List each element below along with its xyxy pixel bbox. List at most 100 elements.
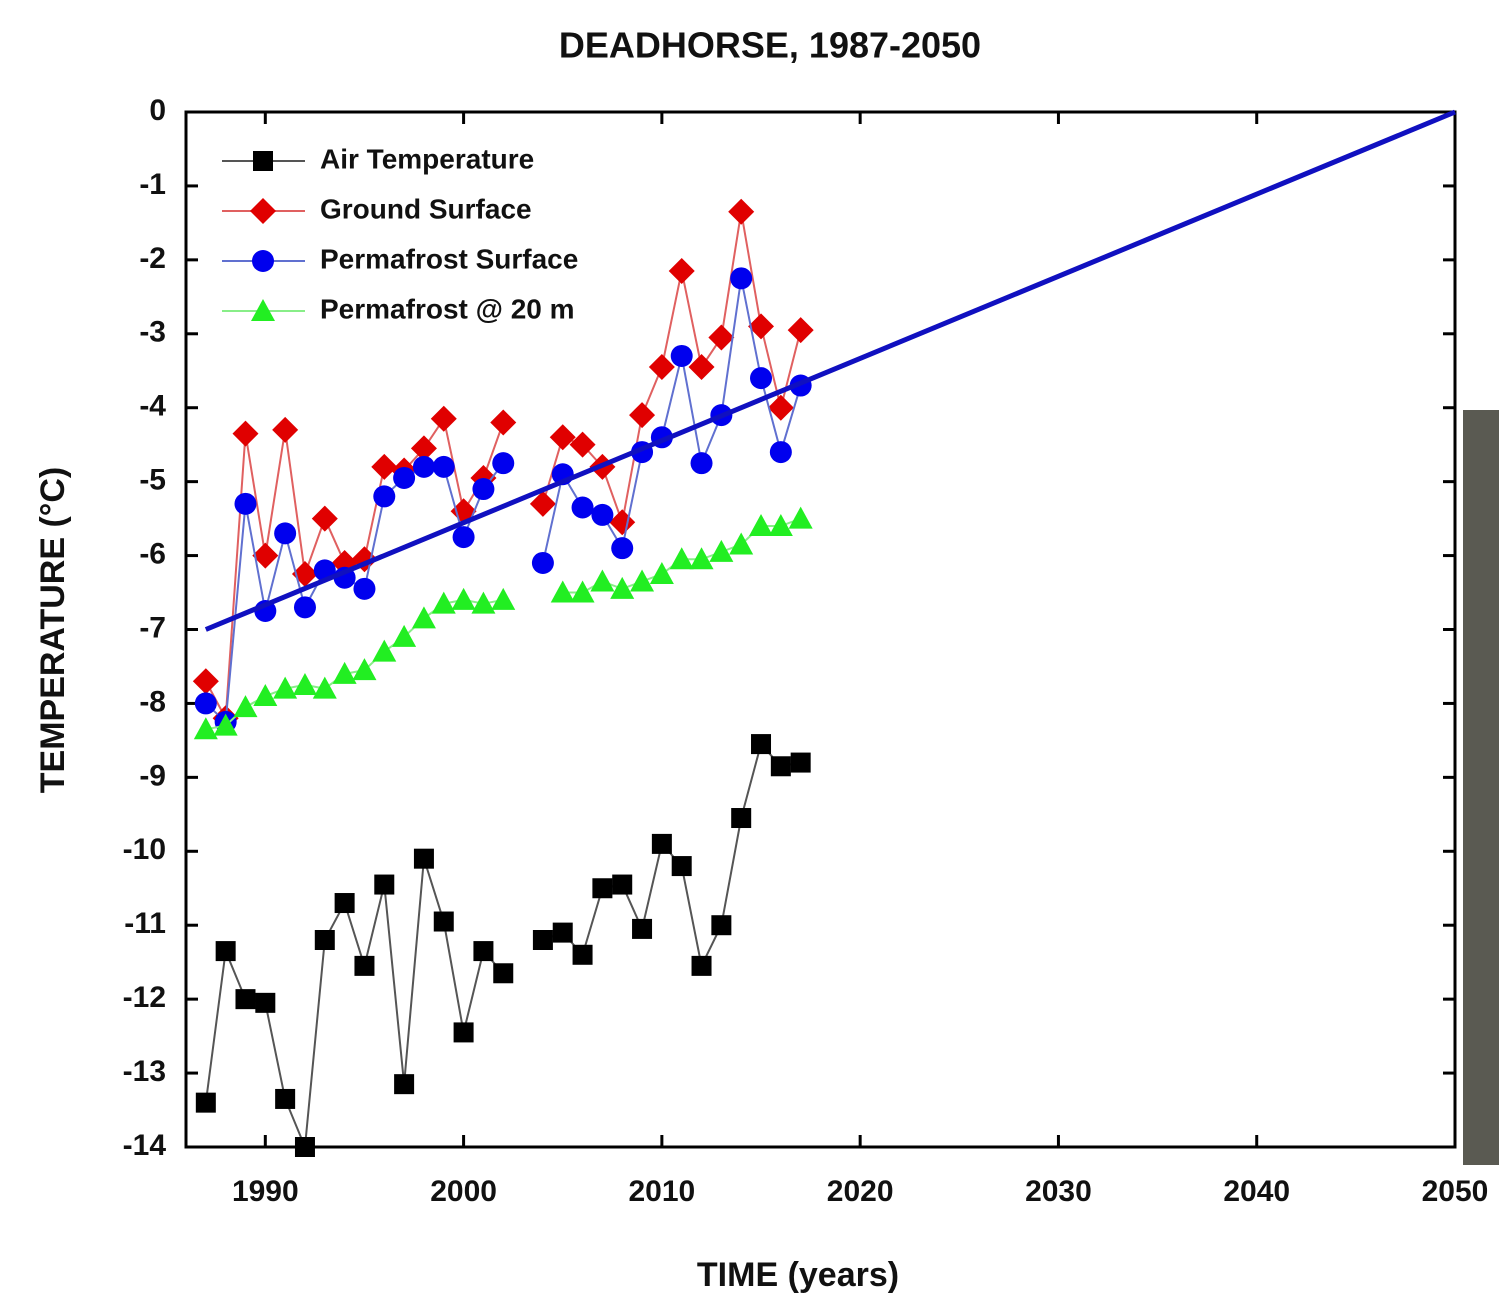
y-tick-label: -12	[123, 981, 166, 1014]
marker	[690, 452, 713, 475]
marker	[314, 930, 335, 950]
marker	[192, 668, 219, 695]
y-tick-label: -2	[139, 242, 166, 275]
marker	[292, 672, 317, 695]
marker	[374, 874, 395, 895]
marker	[250, 198, 276, 224]
marker	[215, 941, 236, 962]
legend-label: Permafrost @ 20 m	[320, 293, 575, 324]
marker	[670, 344, 693, 367]
marker	[689, 547, 714, 570]
marker	[311, 505, 338, 532]
marker	[668, 257, 695, 284]
marker	[393, 466, 416, 489]
marker	[788, 506, 813, 529]
marker	[392, 624, 417, 647]
marker	[431, 591, 456, 614]
marker	[492, 452, 515, 475]
marker	[749, 514, 774, 536]
y-tick-label: -7	[139, 611, 166, 644]
trend-line	[204, 109, 1456, 632]
x-axis-label: TIME (years)	[697, 1256, 899, 1294]
marker	[550, 580, 575, 603]
marker	[612, 874, 633, 895]
legend-label: Ground Surface	[320, 193, 532, 224]
marker	[767, 394, 794, 421]
marker	[473, 941, 494, 962]
marker	[671, 856, 692, 877]
marker	[273, 676, 298, 699]
marker	[768, 514, 793, 536]
marker	[630, 569, 655, 592]
marker	[412, 455, 435, 478]
y-tick-label: 0	[149, 94, 166, 127]
marker	[651, 833, 672, 854]
marker	[531, 551, 554, 574]
marker	[294, 1137, 315, 1157]
y-tick-label: -3	[139, 316, 166, 349]
marker	[251, 299, 275, 321]
y-tick-label: -1	[139, 168, 166, 201]
marker	[688, 354, 715, 381]
series-line	[204, 742, 801, 1148]
marker	[430, 405, 457, 432]
marker	[253, 684, 278, 707]
x-tick-label: 2010	[629, 1175, 696, 1208]
x-tick-label: 2020	[827, 1175, 894, 1208]
y-tick-label: -11	[124, 907, 166, 940]
marker	[334, 893, 355, 914]
marker	[711, 915, 732, 936]
x-tick-label: 2000	[430, 1175, 497, 1208]
marker	[332, 661, 357, 684]
y-tick-label: -9	[139, 759, 166, 792]
marker	[232, 420, 259, 447]
marker	[592, 878, 613, 899]
y-tick-label: -14	[123, 1129, 167, 1162]
marker	[730, 267, 753, 290]
marker	[709, 539, 734, 562]
marker	[411, 606, 436, 629]
marker	[770, 756, 791, 777]
marker	[352, 658, 377, 681]
marker	[372, 639, 397, 662]
y-axis-label: TEMPERATURE (°C)	[34, 467, 72, 794]
marker	[312, 676, 337, 699]
marker	[611, 537, 634, 560]
marker	[452, 526, 475, 549]
marker	[649, 562, 674, 585]
marker	[453, 1022, 474, 1043]
marker	[569, 431, 596, 458]
marker	[572, 944, 593, 965]
marker	[451, 587, 476, 610]
y-tick-label: -5	[139, 464, 166, 497]
x-tick-label: 2040	[1223, 1175, 1290, 1208]
marker	[233, 695, 258, 718]
marker	[432, 455, 455, 478]
marker	[195, 1092, 216, 1113]
marker	[394, 1074, 415, 1095]
marker	[410, 435, 437, 462]
marker	[471, 591, 496, 614]
marker	[731, 808, 752, 829]
marker	[235, 989, 256, 1010]
legend-label: Air Temperature	[320, 143, 534, 174]
marker	[373, 485, 396, 508]
marker	[590, 569, 615, 592]
marker	[552, 922, 573, 943]
marker	[790, 752, 811, 773]
marker	[728, 198, 755, 225]
marker	[629, 402, 656, 429]
y-tick-label: -13	[123, 1055, 166, 1088]
chart-title: DEADHORSE, 1987-2050	[559, 25, 981, 66]
y-tick-label: -4	[139, 390, 166, 423]
marker	[413, 848, 434, 869]
marker	[748, 313, 775, 340]
marker	[472, 478, 495, 501]
marker	[193, 717, 218, 740]
marker	[751, 734, 772, 755]
photo-strip	[1463, 410, 1499, 1165]
y-tick-label: -6	[139, 537, 166, 570]
marker	[234, 492, 257, 515]
marker	[491, 587, 516, 610]
marker	[433, 911, 454, 932]
